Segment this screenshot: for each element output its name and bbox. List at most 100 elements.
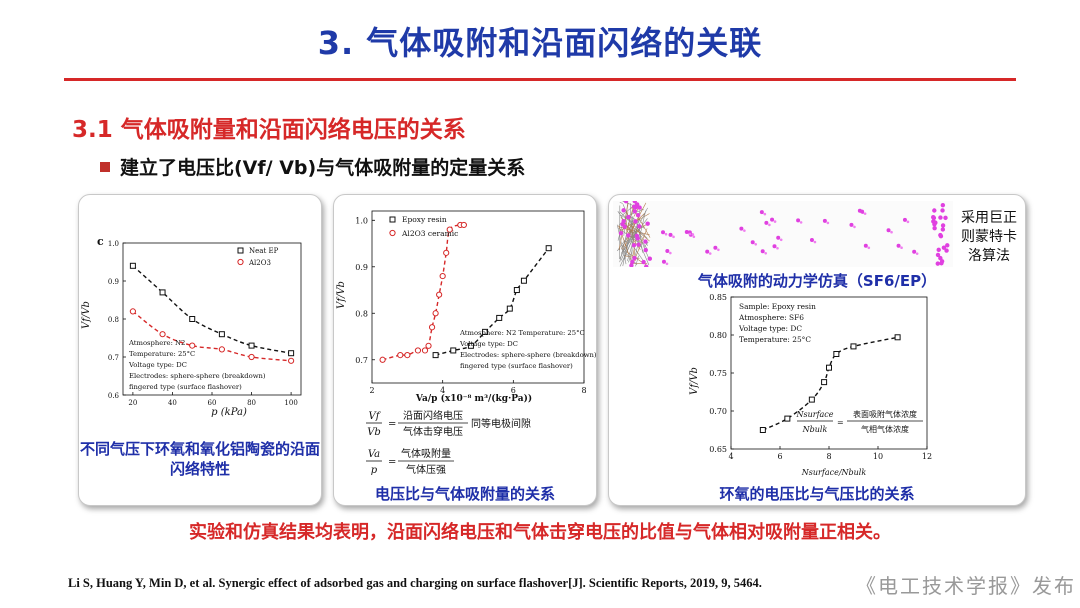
- epoxy-chain: [624, 233, 643, 243]
- sf6-atom: [768, 223, 771, 227]
- data-point: [218, 331, 225, 338]
- sf6-atom: [764, 251, 768, 255]
- sf6-atom: [826, 221, 830, 225]
- sf6-atom: [906, 220, 910, 224]
- y-tick-label: 0.9: [355, 263, 368, 272]
- legend-circle-icon: [237, 258, 244, 266]
- y-tick-label: 0.8: [108, 316, 119, 324]
- sf6-molecule: [809, 238, 814, 243]
- annotation: Voltage type: DC: [738, 324, 802, 333]
- formula-adsorption-ratio: Va p = 气体吸附量 气体压强: [366, 447, 454, 476]
- data-point: [248, 342, 255, 349]
- equals-sign: =: [837, 418, 844, 427]
- data-point: [159, 331, 166, 338]
- data-point: [159, 289, 166, 296]
- data-point: [759, 427, 766, 433]
- panel-pressure-flashover: c 20 40 60 80 100 0.6 0.7 0.8 0.9 1.0 Vf/Vb p (kP…: [78, 194, 322, 506]
- data-point: [379, 356, 386, 363]
- data-point: [432, 352, 439, 359]
- y-tick-label: 0.85: [709, 293, 727, 302]
- sf6-molecule: [932, 220, 938, 225]
- x-tick-label: 4: [728, 452, 733, 461]
- y-tick-label: 0.70: [709, 407, 727, 416]
- epoxy-chain: [626, 204, 635, 234]
- y-tick-label: 0.7: [108, 354, 119, 362]
- data-point: [894, 334, 901, 341]
- sf6-molecule: [643, 239, 648, 244]
- y-axis-label: Vf/Vb: [81, 301, 92, 329]
- sf6-molecule: [637, 205, 642, 210]
- sf6-molecule: [940, 208, 945, 213]
- chart-pressure: c 20 40 60 80 100 0.6 0.7 0.8 0.9 1.0 Vf/Vb p (kP…: [81, 235, 302, 418]
- sf6-molecule: [641, 259, 646, 265]
- data-point: [467, 342, 474, 349]
- sf6-molecule: [935, 261, 940, 266]
- x-tick-label: 10: [873, 452, 883, 461]
- sf6-molecule: [931, 215, 937, 221]
- sf6-molecule: [945, 243, 950, 248]
- data-point: [189, 316, 196, 322]
- bullet-item: 建立了电压比(Vf/ Vb)与气体吸附量的定量关系: [100, 153, 525, 180]
- sf6-atom: [692, 235, 696, 239]
- epoxy-chain: [620, 228, 636, 261]
- sf6-atom: [669, 251, 672, 255]
- data-point: [428, 324, 436, 331]
- sf6-molecule: [623, 201, 629, 204]
- legend-entry: Epoxy resin: [402, 215, 447, 224]
- sf6-atom: [743, 229, 746, 232]
- formula-term: Nsurface: [795, 410, 833, 419]
- sf6-molecule: [938, 232, 943, 238]
- sf6-atom: [688, 232, 692, 236]
- conclusion-text: 实验和仿真结果均表明，沿面闪络电压和气体击穿电压的比值与气体相对吸附量正相关。: [189, 522, 891, 543]
- sf6-molecule: [645, 221, 650, 226]
- sf6-molecule: [634, 233, 640, 238]
- data-point: [443, 249, 450, 256]
- sf6-atom: [754, 243, 758, 246]
- epoxy-chain: [639, 233, 649, 246]
- data-point: [808, 396, 815, 403]
- x-tick-label: 8: [826, 452, 831, 461]
- sf6-molecule: [626, 233, 631, 238]
- sf6-molecule: [796, 218, 801, 223]
- annotation: Atmosphere: N2: [128, 339, 185, 347]
- data-point: [833, 351, 840, 357]
- sf6-molecule: [938, 215, 943, 220]
- sf6-atom: [890, 230, 893, 234]
- data-point: [189, 342, 196, 349]
- plot-frame: [371, 210, 585, 384]
- sf6-molecule: [932, 226, 937, 231]
- x-axis-label: Va/p (x10⁻⁸ m³/(kg·Pa)): [415, 393, 532, 404]
- y-axis-label: Vf/Vb: [689, 367, 700, 395]
- sf6-molecule: [912, 249, 917, 254]
- square-bullet-icon: [100, 161, 110, 172]
- annotation: Electrodes: sphere-sphere (breakdown): [129, 372, 266, 380]
- sf6-molecule: [739, 226, 744, 231]
- section-title: 3.1 气体吸附量和沿面闪络电压的关系: [72, 117, 466, 143]
- panel-caption: 不同气压下环氧和氧化铝陶瓷的沿面闪络特性: [79, 440, 320, 478]
- sf6-molecule: [633, 204, 638, 210]
- simulation-caption: 气体吸附的动力学仿真（SF6/EP）: [697, 272, 937, 290]
- bullet-text: 建立了电压比(Vf/ Vb)与气体吸附量的定量关系: [120, 157, 526, 179]
- sf6-molecule: [760, 249, 765, 254]
- sf6-molecule: [647, 256, 653, 261]
- sf6-molecule: [759, 210, 764, 215]
- x-tick-label: 60: [208, 399, 217, 407]
- sf6-molecule: [750, 240, 755, 245]
- sf6-molecule: [632, 201, 637, 204]
- data-point: [288, 357, 295, 364]
- x-tick-label: 12: [922, 452, 932, 461]
- annotation: Sample: Epoxy resin: [739, 302, 816, 311]
- sf6-molecule: [939, 261, 944, 266]
- sf6-molecule: [896, 243, 901, 248]
- fit-curve-2: [132, 310, 292, 362]
- sf6-molecule: [661, 230, 666, 235]
- sf6-atom: [853, 225, 856, 229]
- sf6-molecule: [713, 245, 718, 250]
- data-point: [506, 305, 513, 312]
- sf6-atom: [863, 212, 867, 215]
- x-tick-label: 100: [284, 399, 297, 407]
- epoxy-chain: [624, 255, 640, 259]
- sf6-molecule: [631, 243, 637, 248]
- y-axis-label: Vf/Vb: [336, 281, 347, 309]
- reference-citation: Li S, Huang Y, Min D, et al. Synergic ef…: [68, 576, 762, 590]
